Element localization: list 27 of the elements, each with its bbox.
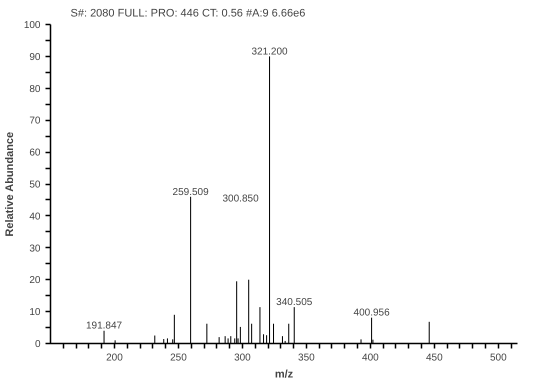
annotation: 300.850 (222, 194, 260, 204)
y-axis-title: Relative Abundance (4, 132, 16, 237)
y-tick-label: 10 (29, 307, 41, 318)
annotation: 400.956 (354, 308, 390, 319)
x-axis-title: m/z (274, 368, 294, 380)
x-tick-label: 350 (298, 352, 316, 364)
annotation: 321.200 (251, 46, 288, 58)
x-tick-label: 450 (426, 352, 444, 364)
annotation: 191.847 (86, 320, 123, 332)
y-tick-label: 40 (29, 211, 41, 222)
y-tick-label: 0 (34, 339, 41, 350)
x-tick-label: 500 (490, 352, 508, 364)
x-tick-label: 250 (170, 352, 188, 364)
annotation: 340.505 (276, 297, 313, 308)
y-tick-label: 20 (29, 275, 41, 286)
x-tick-label: 400 (362, 352, 380, 364)
x-tick-label: 200 (106, 352, 124, 364)
chart-title: S#: 2080 FULL: PRO: 446 CT: 0.56 #A:9 6.66e6 (70, 8, 306, 20)
y-tick-label: 50 (29, 180, 41, 190)
y-tick-label: 30 (29, 243, 41, 254)
annotation: 259.509 (172, 186, 210, 198)
y-tick-label: 80 (29, 84, 41, 95)
y-tick-label: 70 (29, 116, 41, 127)
y-tick-label: 100 (24, 20, 41, 31)
y-tick-label: 60 (29, 148, 41, 159)
x-tick-label: 300 (234, 352, 252, 364)
y-tick-label: 90 (29, 52, 41, 63)
